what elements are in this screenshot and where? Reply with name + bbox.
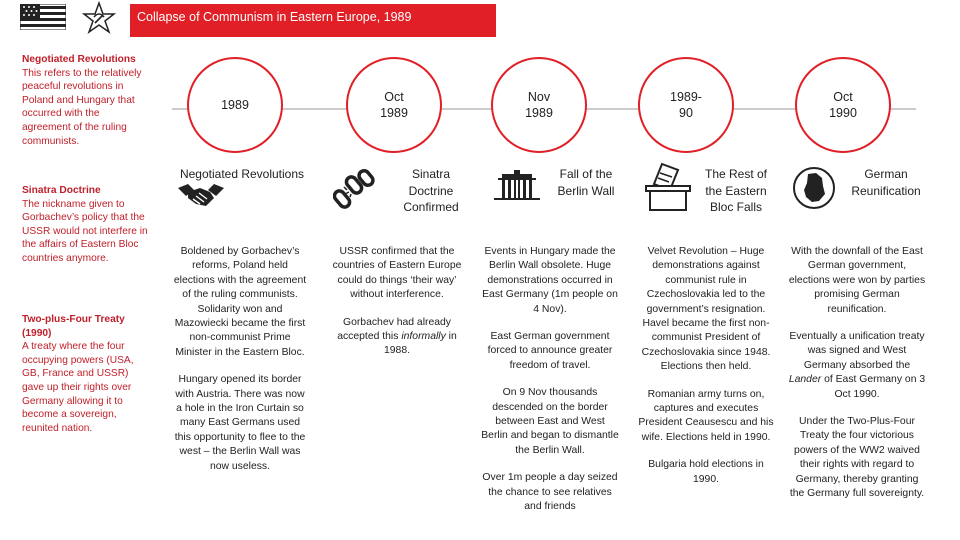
timeline-date-oct-1989: Oct 1989 [346, 57, 442, 153]
emphasis-text: Lander [788, 374, 822, 386]
sidebar-definition-two-plus-four-treaty: Two-plus-Four Treaty (1990) A treaty whe… [22, 313, 150, 435]
date-label: 1989-90 [670, 90, 702, 120]
timeline-date-1989-90: 1989-90 [638, 57, 734, 153]
page-title: Collapse of Communism in Eastern Europe,… [137, 10, 412, 24]
ballot-box-icon [644, 160, 694, 212]
timeline-date-nov-1989: Nov 1989 [491, 57, 587, 153]
event-paragraph: Eventually a unification treaty was sign… [788, 330, 926, 402]
event-title-negotiated-revolutions: Negotiated Revolutions [179, 167, 305, 181]
event-paragraph: Velvet Revolution – Huge demonstrations … [636, 245, 776, 375]
date-label: 1989 [221, 98, 249, 112]
event-paragraph: Gorbachev had already accepted this info… [327, 316, 467, 359]
text-run: – Huge demonstrations against communist … [641, 246, 771, 373]
column-eastern-bloc-falls: Velvet Revolution – Huge demonstrations … [636, 245, 776, 500]
event-paragraph: Bulgaria hold elections in 1990. [648, 459, 764, 485]
event-title-german-reunification: German Reunification [851, 167, 921, 198]
definition-heading: Negotiated Revolutions [22, 54, 136, 65]
emphasis-text: informally [401, 331, 446, 343]
event-paragraph: Boldened by Gorbachev’s reforms, Poland … [173, 246, 307, 358]
text-run: Eventually a unification treaty was sign… [789, 331, 925, 371]
title-bar [130, 4, 496, 37]
soviet-star-icon [82, 1, 116, 35]
event-title-rest-of-eastern-bloc-falls: The Rest of the Eastern Bloc Falls [704, 167, 768, 214]
event-paragraph: Events in Hungary made the Berlin Wall o… [482, 246, 618, 315]
text-run: in 1988. [383, 331, 457, 357]
us-flag-icon [20, 4, 66, 30]
column-german-reunification: With the downfall of the East German gov… [788, 245, 926, 515]
event-title-sinatra-doctrine-confirmed: Sinatra Doctrine Confirmed [403, 167, 459, 214]
timeline-date-1989: 1989 [187, 57, 283, 153]
event-paragraph: East German government forced to announc… [487, 331, 613, 371]
column-sinatra-doctrine: USSR confirmed that the countries of Eas… [327, 245, 467, 372]
event-paragraph: Romanian army turns on, captures and exe… [638, 388, 774, 443]
text-run: of East Germany on 3 Oct 1990. [821, 374, 926, 400]
event-paragraph: Under the Two-Plus-Four Treaty the four … [789, 416, 925, 500]
event-paragraph: With the downfall of the East German gov… [788, 246, 926, 315]
event-paragraph: USSR confirmed that the countries of Eas… [332, 246, 462, 301]
date-label: Oct 1989 [380, 90, 408, 120]
date-label: Oct 1990 [829, 90, 857, 120]
text-run: Gorbachev had already accepted this [337, 316, 452, 343]
timeline-date-oct-1990: Oct 1990 [795, 57, 891, 153]
bold-text: Velvet Revolution [647, 246, 728, 257]
column-negotiated-revolutions: Boldened by Gorbachev’s reforms, Poland … [172, 245, 308, 487]
handshake-icon [176, 180, 226, 210]
sidebar-definition-sinatra-doctrine: Sinatra Doctrine The nickname given to G… [22, 184, 150, 266]
germany-map-icon [792, 166, 836, 210]
event-paragraph: On 9 Nov thousands descended on the bord… [481, 387, 619, 456]
definition-body: The nickname given to Gorbachev’s policy… [22, 198, 148, 264]
event-paragraph: Hungary opened its border with Austria. … [174, 374, 306, 472]
definition-heading: Sinatra Doctrine [22, 185, 101, 196]
event-title-fall-of-the-berlin-wall: Fall of the Berlin Wall [557, 167, 615, 198]
event-paragraph: Over 1m people a day seized the chance t… [482, 472, 618, 513]
date-label: Nov 1989 [525, 90, 553, 120]
definition-body: This refers to the relatively peaceful r… [22, 67, 142, 147]
definition-heading: Two-plus-Four Treaty (1990) [22, 314, 125, 339]
sidebar-definition-negotiated-revolutions: Negotiated Revolutions This refers to th… [22, 53, 150, 148]
broken-chain-icon [333, 168, 377, 212]
column-berlin-wall: Events in Hungary made the Berlin Wall o… [481, 245, 619, 528]
brandenburg-gate-icon [494, 168, 540, 202]
definition-body: A treaty where the four occupying powers… [22, 341, 134, 434]
